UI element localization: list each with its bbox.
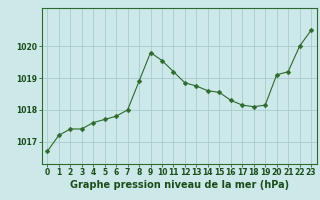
X-axis label: Graphe pression niveau de la mer (hPa): Graphe pression niveau de la mer (hPa) (70, 180, 289, 190)
